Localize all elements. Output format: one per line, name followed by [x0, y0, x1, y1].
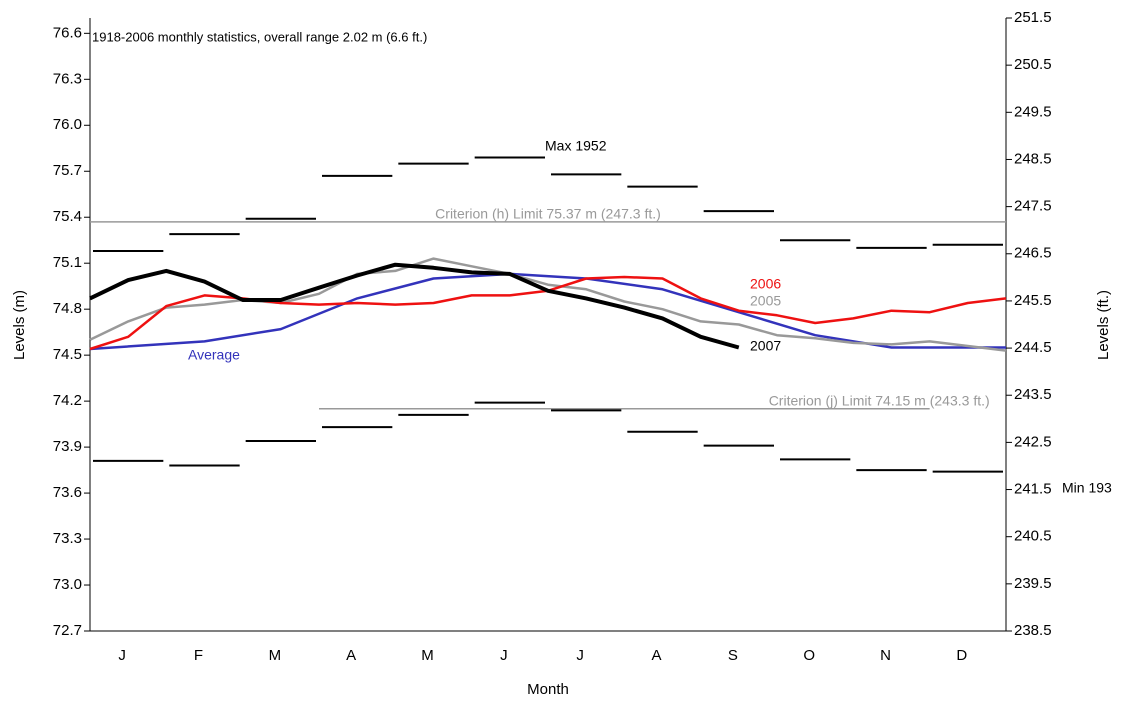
x-tick-label: F — [194, 647, 203, 664]
y2-tick-label: 244.5 — [1014, 339, 1052, 356]
y2-tick-label: 238.5 — [1014, 622, 1052, 639]
y2-tick-label: 239.5 — [1014, 575, 1052, 592]
y2-axis-label: Levels (ft.) — [1095, 290, 1112, 360]
y2-tick-label: 251.5 — [1014, 9, 1052, 26]
x-tick-label: D — [956, 647, 967, 664]
y-tick-label: 75.7 — [53, 162, 82, 179]
series-label: 2006 — [750, 276, 781, 292]
x-tick-label: A — [651, 647, 661, 664]
y-axis-label: Levels (m) — [11, 290, 28, 360]
x-tick-label: O — [803, 647, 815, 664]
y-tick-label: 76.0 — [53, 116, 82, 133]
y-tick-label: 73.6 — [53, 484, 82, 501]
x-tick-label: J — [118, 647, 126, 664]
y-tick-label: 74.2 — [53, 392, 82, 409]
annotation: Min 193 — [1062, 480, 1112, 496]
average-line — [89, 272, 1006, 351]
y-tick-label: 74.5 — [53, 346, 82, 363]
y-tick-label: 76.6 — [53, 24, 82, 41]
criterion-label: Criterion (h) Limit 75.37 m (247.3 ft.) — [435, 206, 661, 222]
y-tick-label: 75.4 — [53, 208, 82, 225]
x-tick-label: N — [880, 647, 891, 664]
annotation: Max 1952 — [545, 138, 607, 154]
y-tick-label: 73.9 — [53, 438, 82, 455]
y-tick-label: 76.3 — [53, 70, 82, 87]
x-tick-label: M — [421, 647, 434, 664]
y2-tick-label: 243.5 — [1014, 386, 1052, 403]
y2-tick-label: 249.5 — [1014, 103, 1052, 120]
x-tick-label: S — [728, 647, 738, 664]
series-label: 2005 — [750, 293, 781, 309]
y2-tick-label: 250.5 — [1014, 56, 1052, 73]
y2-tick-label: 248.5 — [1014, 150, 1052, 167]
series-line — [89, 262, 740, 350]
y2-tick-label: 240.5 — [1014, 528, 1052, 545]
x-tick-label: M — [269, 647, 282, 664]
series-label: 2007 — [750, 338, 781, 354]
x-tick-label: J — [500, 647, 508, 664]
y-tick-label: 73.0 — [53, 576, 82, 593]
y-tick-label: 73.3 — [53, 530, 82, 547]
x-tick-label: A — [346, 647, 356, 664]
series-label: Average — [188, 347, 240, 363]
x-tick-label: J — [576, 647, 584, 664]
y2-tick-label: 247.5 — [1014, 198, 1052, 215]
y2-tick-label: 246.5 — [1014, 245, 1052, 262]
y2-tick-label: 242.5 — [1014, 433, 1052, 450]
y2-tick-label: 241.5 — [1014, 481, 1052, 498]
criterion-label: Criterion (j) Limit 74.15 m (243.3 ft.) — [769, 392, 990, 408]
x-axis-label: Month — [527, 681, 569, 698]
y-tick-label: 72.7 — [53, 622, 82, 639]
chart-title: 1918-2006 monthly statistics, overall ra… — [92, 29, 427, 44]
y-tick-label: 74.8 — [53, 300, 82, 317]
y-tick-label: 75.1 — [53, 254, 82, 271]
y2-tick-label: 245.5 — [1014, 292, 1052, 309]
